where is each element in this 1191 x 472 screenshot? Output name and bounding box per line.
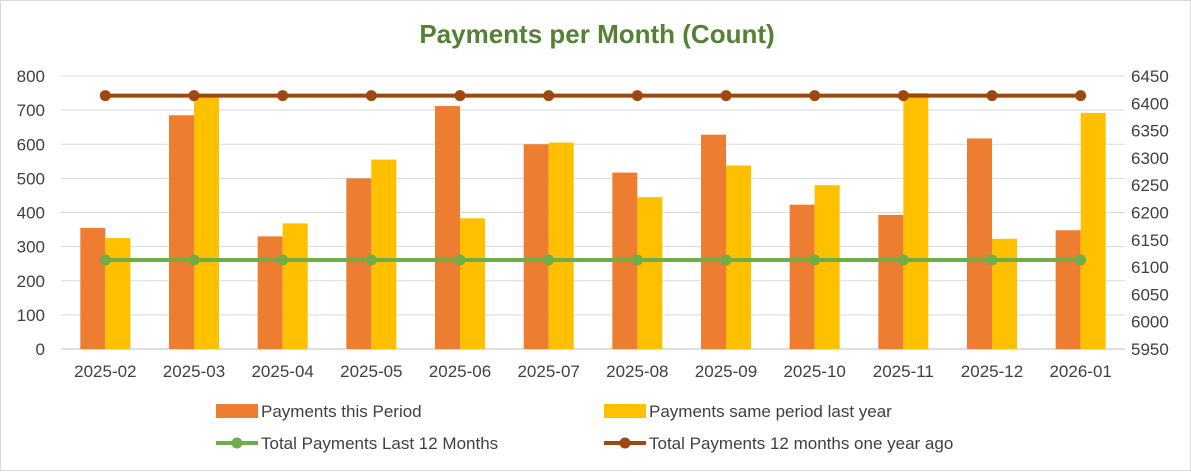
right-tick-label: 6400 (1131, 94, 1169, 113)
x-tick-label: 2025-07 (517, 362, 579, 381)
series-point (188, 90, 200, 102)
line-series (99, 90, 1087, 266)
legend-label: Payments this Period (261, 402, 422, 421)
legend-label: Total Payments Last 12 Months (261, 434, 498, 453)
bar (435, 106, 460, 349)
bar (105, 238, 131, 349)
bar (548, 142, 574, 349)
series-point (188, 254, 200, 266)
bar (80, 227, 106, 349)
left-tick-label: 300 (17, 238, 45, 257)
left-tick-label: 800 (17, 67, 45, 86)
series-point (986, 254, 998, 266)
bar (967, 138, 992, 349)
series-point (454, 90, 466, 102)
legend-swatch-marker (231, 437, 243, 449)
right-tick-label: 5950 (1131, 340, 1169, 359)
series-point (720, 90, 732, 102)
x-tick-label: 2025-04 (251, 362, 313, 381)
x-tick-label: 2025-09 (695, 362, 757, 381)
gridlines (61, 75, 1125, 350)
bar (701, 134, 726, 349)
bar-series (80, 93, 1106, 350)
bar (637, 197, 663, 349)
right-tick-label: 6050 (1131, 285, 1169, 304)
x-tick-label: 2025-05 (340, 362, 402, 381)
x-tick-label: 2025-06 (429, 362, 491, 381)
series-point (1075, 254, 1087, 266)
bar (789, 204, 815, 349)
bar (814, 185, 840, 349)
series-point (277, 254, 289, 266)
legend-swatch (216, 404, 258, 418)
right-tick-label: 6100 (1131, 258, 1169, 277)
series-point (277, 90, 289, 102)
x-tick-label: 2025-02 (74, 362, 136, 381)
bar (460, 218, 485, 349)
series-point (986, 90, 998, 102)
series-point (365, 254, 377, 266)
legend-label: Total Payments 12 months one year ago (649, 434, 953, 453)
left-tick-label: 200 (17, 272, 45, 291)
series-point (631, 90, 643, 102)
right-tick-label: 6000 (1131, 313, 1169, 332)
series-point (1075, 90, 1087, 102)
right-tick-label: 6250 (1131, 176, 1169, 195)
left-tick-label: 0 (36, 340, 45, 359)
series-point (897, 90, 909, 102)
left-tick-label: 600 (17, 135, 45, 154)
legend-swatch (604, 404, 646, 418)
x-tick-label: 2025-11 (873, 362, 934, 381)
series-point (897, 254, 909, 266)
right-tick-label: 6150 (1131, 231, 1169, 250)
series-point (543, 254, 555, 266)
bar (169, 115, 194, 350)
series-point (631, 254, 643, 266)
bar (903, 93, 929, 349)
bar (194, 96, 219, 349)
left-tick-label: 700 (17, 101, 45, 120)
series-point (454, 254, 466, 266)
x-tick-label: 2025-03 (163, 362, 225, 381)
series-point (99, 254, 111, 266)
bar (257, 236, 283, 349)
bar (346, 178, 372, 349)
series-point (809, 254, 821, 266)
bar (523, 144, 549, 349)
x-tick-label: 2025-08 (606, 362, 668, 381)
right-tick-label: 6200 (1131, 204, 1169, 223)
bar (1055, 230, 1081, 349)
bar (371, 159, 397, 349)
chart-title: Payments per Month (Count) (419, 19, 774, 49)
legend-label: Payments same period last year (649, 402, 892, 421)
series-point (809, 90, 821, 102)
right-axis: 5950 6000 6050 6100 6150 6200 6250 6300 6350 6400… (1131, 67, 1169, 359)
legend: Payments this Period Payments same period… (216, 402, 953, 453)
right-tick-label: 6350 (1131, 122, 1169, 141)
left-axis: 0 100 200 300 400 500 600 700 800 (17, 67, 45, 359)
bar (878, 214, 904, 349)
left-tick-label: 100 (17, 306, 45, 325)
series-point (543, 90, 555, 102)
series-point (99, 90, 111, 102)
x-tick-label: 2025-12 (961, 362, 1023, 381)
series-point (720, 254, 732, 266)
series-point (365, 90, 377, 102)
legend-swatch-marker (619, 437, 631, 449)
x-axis: 2025-02 2025-03 2025-04 2025-05 2025-06 2025-… (74, 362, 1112, 381)
left-tick-label: 500 (17, 169, 45, 188)
right-tick-label: 6450 (1131, 67, 1169, 86)
bar (992, 238, 1017, 349)
x-tick-label: 2025-10 (783, 362, 845, 381)
bar (282, 223, 308, 349)
left-tick-label: 400 (17, 204, 45, 223)
x-tick-label: 2026-01 (1049, 362, 1111, 381)
right-tick-label: 6300 (1131, 149, 1169, 168)
bar (1080, 112, 1106, 349)
